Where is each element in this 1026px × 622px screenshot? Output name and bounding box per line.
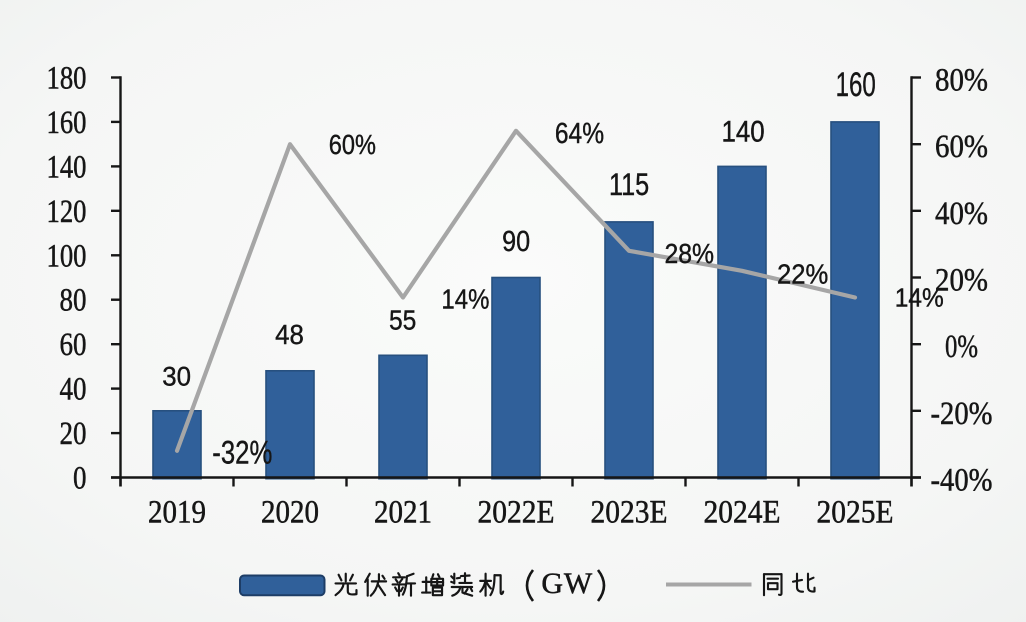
svg-text:140: 140 xyxy=(47,149,87,185)
svg-text:-32%: -32% xyxy=(212,434,272,470)
svg-text:48: 48 xyxy=(275,319,304,350)
svg-text:G: G xyxy=(541,567,563,600)
svg-text:20%: 20% xyxy=(935,263,988,299)
svg-text:80%: 80% xyxy=(935,63,988,99)
svg-text:40%: 40% xyxy=(935,196,988,232)
svg-text:180: 180 xyxy=(47,61,87,97)
svg-text:64%: 64% xyxy=(555,118,604,150)
svg-text:60%: 60% xyxy=(329,129,376,160)
svg-text:55: 55 xyxy=(389,304,416,335)
svg-text:80: 80 xyxy=(60,283,87,319)
svg-text:120: 120 xyxy=(47,194,87,230)
svg-text:-20%: -20% xyxy=(931,396,993,432)
svg-text:140: 140 xyxy=(722,116,765,149)
svg-text:28%: 28% xyxy=(665,238,715,269)
svg-text:2024E: 2024E xyxy=(704,494,781,530)
svg-text:14%: 14% xyxy=(441,284,489,315)
svg-text:20: 20 xyxy=(60,416,87,452)
svg-text:2022E: 2022E xyxy=(478,494,555,530)
svg-text:30: 30 xyxy=(162,361,191,391)
svg-text:40: 40 xyxy=(60,372,87,408)
svg-text:2023E: 2023E xyxy=(591,494,668,530)
svg-text:W: W xyxy=(564,567,593,600)
svg-text:90: 90 xyxy=(502,225,530,257)
svg-text:60%: 60% xyxy=(935,129,988,165)
svg-text:22%: 22% xyxy=(777,258,828,289)
svg-text:0: 0 xyxy=(73,461,87,497)
svg-text:2019: 2019 xyxy=(148,494,206,530)
svg-text:14%: 14% xyxy=(895,283,944,313)
svg-text:2020: 2020 xyxy=(261,494,319,530)
svg-text:115: 115 xyxy=(609,167,649,202)
svg-text:100: 100 xyxy=(47,238,87,274)
svg-text:60: 60 xyxy=(60,327,87,363)
svg-text:-40%: -40% xyxy=(931,463,993,499)
svg-text:160: 160 xyxy=(47,105,87,141)
svg-text:2021: 2021 xyxy=(374,494,432,530)
svg-text:160: 160 xyxy=(836,66,876,104)
svg-text:2025E: 2025E xyxy=(817,494,894,530)
svg-text:0%: 0% xyxy=(945,329,978,365)
